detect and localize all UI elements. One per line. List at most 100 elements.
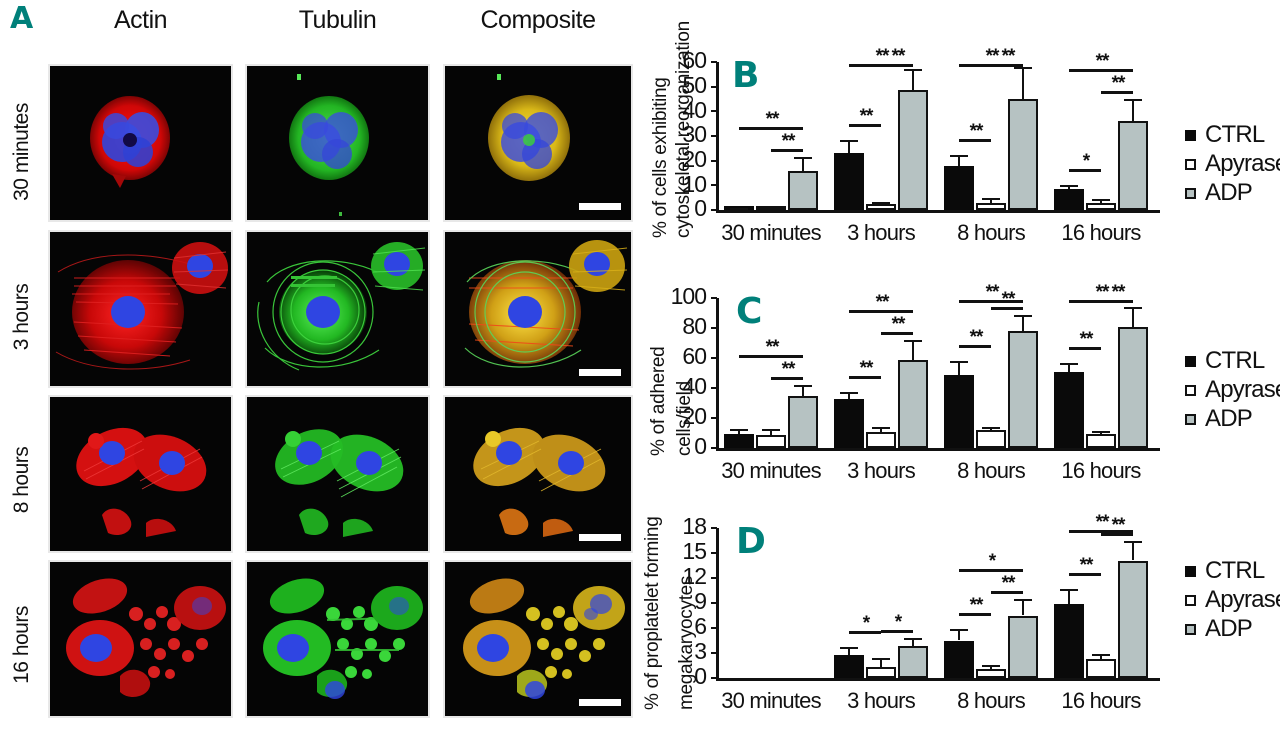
y-tick-label: 100	[670, 283, 707, 310]
bar-adp-30-minutes	[788, 396, 818, 448]
micrograph-30min-tubulin	[245, 64, 430, 222]
y-tick	[711, 677, 717, 679]
significance-marker: *	[1082, 151, 1090, 173]
error-bar	[738, 429, 740, 434]
y-tick	[711, 357, 717, 359]
panel-letter-b: B	[732, 55, 760, 96]
error-bar	[880, 427, 882, 433]
y-tick	[711, 417, 717, 419]
column-header-actin: Actin	[113, 6, 168, 34]
significance-line	[771, 377, 803, 380]
bar-adp-8-hours	[1008, 99, 1038, 210]
significance-line	[849, 631, 881, 635]
bar-adp-30-minutes	[788, 170, 818, 210]
row-label-30-minutes: 30 minutes	[10, 103, 33, 201]
y-tick	[711, 110, 717, 113]
micrograph-3h-actin	[48, 230, 233, 388]
significance-marker: **	[875, 46, 890, 67]
panel-letter-c: C	[736, 291, 763, 332]
significance-line	[849, 123, 881, 127]
bar-apyrase-8-hours	[976, 430, 1006, 448]
error-bar-cap	[840, 139, 858, 142]
error-bar-cap	[840, 391, 858, 394]
legend-swatch-apyrase	[1185, 595, 1196, 606]
x-group-label-16-hours: 16 hours	[1061, 458, 1141, 483]
error-bar-cap	[730, 429, 748, 432]
significance-line	[959, 568, 1023, 572]
scalebar-3h	[579, 369, 621, 376]
significance-marker: **	[765, 337, 780, 358]
x-axis-line	[716, 448, 1160, 451]
y-tick	[711, 327, 717, 329]
significance-line	[1101, 533, 1133, 537]
significance-line	[1101, 91, 1133, 94]
error-bar	[848, 139, 850, 154]
error-bar-cap	[950, 628, 968, 631]
significance-line	[739, 355, 803, 358]
legend-swatch-adp	[1185, 624, 1196, 635]
significance-marker: **	[875, 292, 890, 313]
error-bar-cap	[762, 429, 780, 432]
error-bar-cap	[794, 385, 812, 387]
significance-marker: **	[1111, 282, 1126, 303]
bar-ctrl-8-hours	[944, 165, 974, 210]
y-tick	[711, 577, 717, 579]
error-bar-cap	[762, 206, 780, 209]
y-tick	[711, 159, 717, 162]
bar-adp-16-hours	[1118, 326, 1148, 448]
y-tick-label: 18	[682, 513, 707, 540]
error-bar-cap	[1124, 99, 1142, 101]
legend-label-apyrase: Apyrase	[1205, 376, 1280, 403]
significance-marker: **	[1079, 328, 1094, 350]
error-bar	[1132, 307, 1134, 327]
micrograph-8h-tubulin	[245, 395, 430, 553]
significance-marker: **	[969, 594, 984, 616]
y-tick	[711, 447, 717, 449]
bar-ctrl-8-hours	[944, 640, 974, 678]
panel-d-chart: D% of proplatelet forming megakaryocytes 0…	[640, 488, 1280, 734]
error-bar	[912, 340, 914, 360]
y-tick-label: 12	[682, 563, 707, 590]
bar-ctrl-3-hours	[834, 398, 864, 448]
error-bar-cap	[1124, 541, 1142, 544]
error-bar-cap	[1092, 430, 1110, 433]
error-bar-cap	[872, 202, 890, 205]
significance-marker: **	[969, 120, 984, 142]
significance-line	[771, 148, 803, 152]
bar-adp-16-hours	[1118, 121, 1148, 210]
bar-apyrase-3-hours	[866, 203, 896, 210]
panel-a-microscopy: A Actin Tubulin Composite 30 minutes 3 h…	[10, 4, 633, 718]
error-bar	[770, 429, 772, 435]
micrograph-3h-composite	[443, 230, 633, 388]
y-tick-label: 60	[682, 47, 707, 74]
bar-adp-16-hours	[1118, 560, 1148, 678]
significance-marker: **	[1095, 282, 1110, 303]
bar-ctrl-16-hours	[1054, 189, 1084, 210]
panel-d-plot-area: 0 3 6 9 12 15 18 30 minutes 3 hours 8 hours 16 hou…	[682, 513, 1160, 713]
panel-b-plot-area: 0 10 20 30 40 50 60 30 minutes 3 hours 8 hours 16 …	[682, 47, 1160, 245]
significance-marker: **	[1111, 515, 1126, 537]
error-bar-cap	[1060, 588, 1078, 591]
error-bar	[1068, 362, 1070, 372]
significance-marker: **	[985, 46, 1000, 67]
error-bar-cap	[1060, 185, 1078, 188]
y-tick	[711, 297, 717, 299]
significance-line	[1069, 572, 1101, 576]
x-group-label-8-hours: 8 hours	[957, 458, 1026, 483]
error-bar	[1068, 588, 1070, 604]
y-axis-line	[716, 298, 719, 451]
bar-apyrase-30-minutes	[756, 434, 786, 448]
y-tick	[711, 184, 717, 187]
y-tick-label: 50	[682, 72, 707, 99]
error-bar-cap	[982, 198, 1000, 201]
error-bar-cap	[872, 658, 890, 660]
significance-line	[849, 375, 881, 379]
significance-line	[959, 345, 991, 348]
significance-marker: **	[1095, 51, 1110, 72]
significance-marker: **	[1001, 572, 1016, 594]
significance-line	[881, 630, 913, 633]
significance-marker: *	[988, 550, 996, 572]
y-tick-label: 80	[682, 313, 707, 340]
legend-label-apyrase: Apyrase	[1205, 150, 1280, 177]
